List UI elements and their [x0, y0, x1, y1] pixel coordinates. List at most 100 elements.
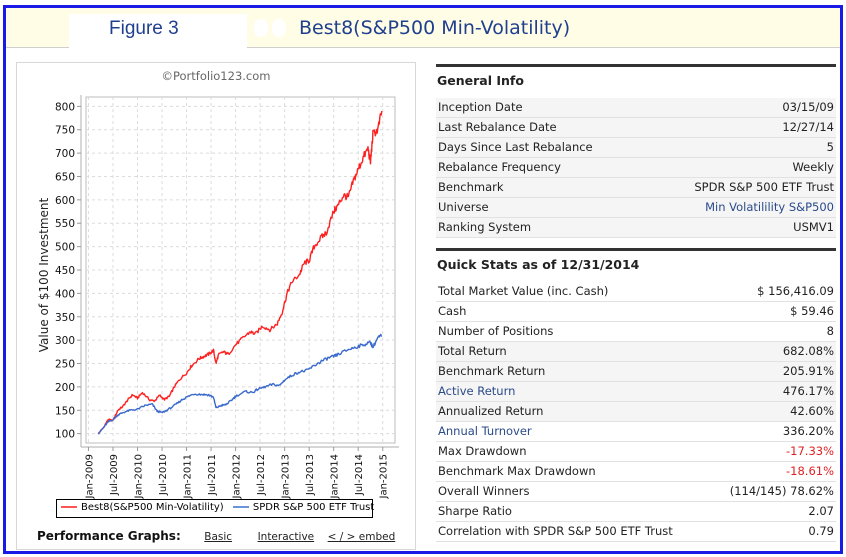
- quick-stats-row: Annualized Return 42.60%: [436, 402, 836, 422]
- embed-link[interactable]: < / > embed: [327, 531, 396, 543]
- general-info-label: Benchmark: [438, 180, 504, 194]
- general-info-value: Weekly: [792, 160, 834, 174]
- x-tick-label: Jul-2014: [354, 454, 365, 496]
- general-info-label: Rebalance Frequency: [438, 160, 561, 174]
- x-tick-label: Jan-2013: [281, 454, 292, 499]
- portfolio-series-line: [97, 110, 383, 435]
- quick-stats-value: 682.08%: [782, 344, 834, 358]
- quick-stats-label: Number of Positions: [438, 324, 554, 338]
- quick-stats-label: Total Return: [438, 344, 507, 358]
- x-tick-label: Jul-2009: [109, 454, 120, 496]
- quick-stats-label: Total Market Value (inc. Cash): [438, 284, 609, 298]
- legend-swatch-benchmark: [232, 506, 249, 508]
- quick-stats-label: Benchmark Max Drawdown: [438, 464, 596, 478]
- y-tick-label: 700: [55, 148, 75, 160]
- general-info-label: Ranking System: [438, 220, 532, 234]
- quick-stats-label: Cash: [438, 304, 467, 318]
- general-info-value: 12/27/14: [782, 120, 834, 134]
- performance-graphs-bar: Performance Graphs: Basic Interactive < …: [37, 529, 395, 543]
- general-info-row: Universe Min Volatilility S&P500: [436, 198, 836, 218]
- quick-stats-row: Sharpe Ratio 2.07: [436, 502, 836, 522]
- quick-stats-label[interactable]: Active Return: [438, 384, 516, 398]
- performance-graphs-label: Performance Graphs:: [37, 529, 181, 543]
- quick-stats-value: 42.60%: [790, 404, 834, 418]
- y-tick-label: 450: [55, 265, 75, 277]
- x-tick-label: Jan-2011: [183, 454, 194, 499]
- x-tick-label: Jul-2012: [256, 454, 267, 496]
- y-tick-label: 750: [55, 125, 75, 137]
- quick-stats-row: Total Return 682.08%: [436, 342, 836, 362]
- quick-stats-label: Correlation with SPDR S&P 500 ETF Trust: [438, 524, 673, 538]
- y-tick-label: 250: [55, 359, 75, 371]
- quick-stats-row: Number of Positions 8: [436, 322, 836, 342]
- quick-stats-value: -18.61%: [786, 464, 834, 478]
- placeholder-icon: [272, 19, 286, 37]
- x-tick-label: Jul-2011: [207, 454, 218, 496]
- quick-stats-value: -17.33%: [786, 444, 834, 458]
- general-info-value[interactable]: Min Volatilility S&P500: [705, 200, 834, 214]
- page-title: Best8(S&P500 Min-Volatility): [299, 17, 571, 39]
- y-tick-label: 150: [55, 405, 75, 417]
- quick-stats-heading: Quick Stats as of 12/31/2014: [436, 248, 836, 282]
- y-tick-label: 400: [55, 288, 75, 300]
- legend-label-benchmark: SPDR S&P 500 ETF Trust: [252, 502, 375, 513]
- x-tick-label: Jan-2015: [379, 454, 390, 499]
- quick-stats-value: (114/145) 78.62%: [729, 484, 834, 498]
- quick-stats-row: Benchmark Max Drawdown -18.61%: [436, 462, 836, 482]
- y-tick-label: 100: [55, 429, 75, 441]
- x-tick-label: Jan-2010: [134, 454, 145, 499]
- quick-stats-value: 0.79: [808, 524, 834, 538]
- quick-stats-row: Active Return 476.17%: [436, 382, 836, 402]
- benchmark-series-line: [97, 333, 383, 435]
- general-info-table: Inception Date 03/15/09 Last Rebalance Dat…: [436, 98, 836, 238]
- general-info-label: Universe: [438, 200, 489, 214]
- general-info-label: Days Since Last Rebalance: [438, 140, 593, 154]
- title-bar: Figure 3 Best8(S&P500 Min-Volatility): [6, 8, 840, 54]
- performance-chart: 100 150 200 250 300 350 400 450 500 550 600 650 700 7…: [37, 95, 399, 499]
- x-tick-label: Jan-2012: [232, 454, 243, 499]
- y-tick-label: 350: [55, 312, 75, 324]
- y-axis-label: Value of $100 Investment: [37, 197, 51, 352]
- quick-stats-value: $ 59.46: [790, 304, 834, 318]
- general-info-row: Inception Date 03/15/09: [436, 98, 836, 118]
- quick-stats-label: Sharpe Ratio: [438, 504, 512, 518]
- quick-stats-value: 476.17%: [782, 384, 834, 398]
- legend-item-benchmark: SPDR S&P 500 ETF Trust: [232, 502, 375, 513]
- quick-stats-row: Max Drawdown -17.33%: [436, 442, 836, 462]
- basic-graph-link[interactable]: Basic: [204, 531, 233, 543]
- y-tick-label: 650: [55, 171, 75, 183]
- quick-stats-table: Total Market Value (inc. Cash) $ 156,416.…: [436, 282, 836, 542]
- quick-stats-label[interactable]: Annual Turnover: [438, 424, 532, 438]
- general-info-value: 5: [826, 140, 834, 154]
- general-info-row: Ranking System USMV1: [436, 218, 836, 238]
- chart-legend: Best8(S&P500 Min-Volatility) SPDR S&P 50…: [56, 499, 375, 518]
- legend-label-portfolio: Best8(S&P500 Min-Volatility): [81, 502, 224, 513]
- chart-copyright: ©Portfolio123.com: [161, 69, 271, 83]
- general-info-row: Last Rebalance Date 12/27/14: [436, 118, 836, 138]
- info-panel: General Info Inception Date 03/15/09 Last …: [436, 64, 836, 542]
- placeholder-icon: [254, 19, 268, 37]
- legend-swatch-portfolio: [61, 506, 77, 508]
- x-tick-label: Jan-2009: [84, 454, 95, 499]
- y-tick-label: 550: [55, 218, 75, 230]
- quick-stats-row: Cash $ 59.46: [436, 302, 836, 322]
- general-info-heading: General Info: [436, 64, 836, 98]
- page-frame: Figure 3 Best8(S&P500 Min-Volatility) ©P…: [3, 5, 843, 554]
- interactive-graph-link[interactable]: Interactive: [257, 531, 315, 543]
- quick-stats-row: Overall Winners (114/145) 78.62%: [436, 482, 836, 502]
- y-tick-label: 300: [55, 335, 75, 347]
- quick-stats-row: Total Market Value (inc. Cash) $ 156,416.…: [436, 282, 836, 302]
- general-info-value: USMV1: [793, 220, 834, 234]
- legend-item-portfolio: Best8(S&P500 Min-Volatility): [61, 502, 224, 513]
- general-info-value: SPDR S&P 500 ETF Trust: [694, 180, 834, 194]
- plot-area: [85, 96, 396, 444]
- general-info-label: Inception Date: [438, 100, 523, 114]
- figure-label: Figure 3: [69, 14, 247, 54]
- general-info-label: Last Rebalance Date: [438, 120, 557, 134]
- quick-stats-value: 205.91%: [782, 364, 834, 378]
- quick-stats-label: Annualized Return: [438, 404, 544, 418]
- quick-stats-value: 2.07: [808, 504, 834, 518]
- quick-stats-label: Overall Winners: [438, 484, 530, 498]
- y-tick-label: 500: [55, 242, 75, 254]
- quick-stats-row: Correlation with SPDR S&P 500 ETF Trust 0…: [436, 522, 836, 542]
